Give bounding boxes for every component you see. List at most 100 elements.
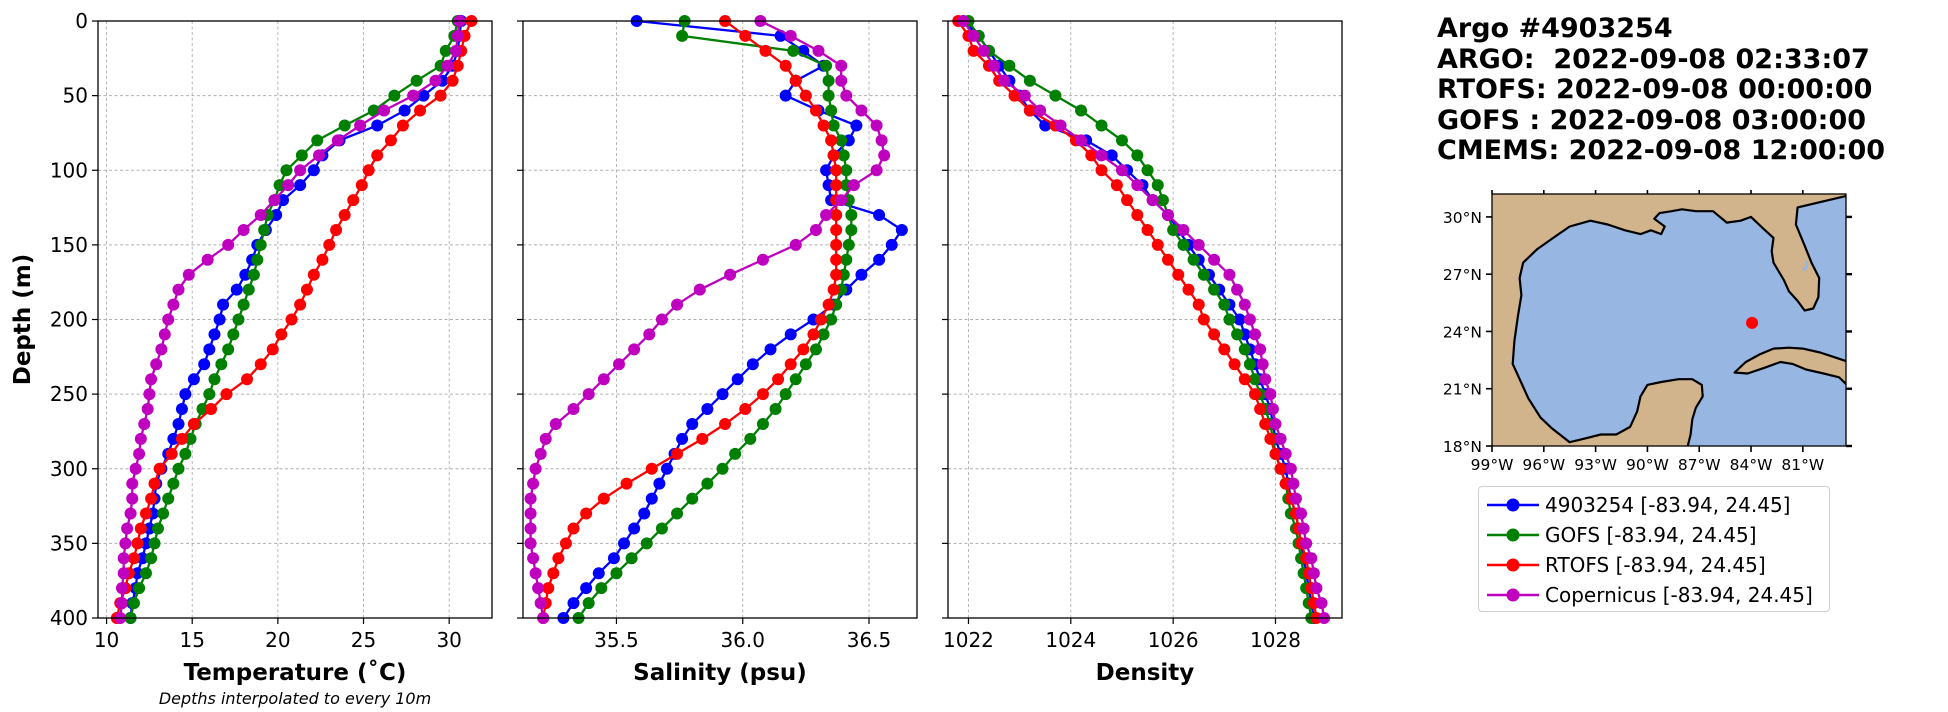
point-rtofs xyxy=(347,194,360,207)
point-copernicus xyxy=(1095,149,1108,162)
point-copernicus xyxy=(977,44,990,57)
point-rtofs xyxy=(739,403,752,416)
land-layer xyxy=(1492,194,1846,446)
point-copernicus xyxy=(1192,238,1205,251)
title-line-cmems-time: CMEMS: 2022-09-08 12:00:00 xyxy=(1437,135,1886,166)
point-gofs xyxy=(133,582,146,595)
point-copernicus xyxy=(527,552,540,565)
point-rtofs xyxy=(384,134,397,147)
point-gofs xyxy=(157,507,170,520)
point-copernicus xyxy=(1307,567,1320,580)
point-gofs xyxy=(716,462,729,475)
point-copernicus xyxy=(117,552,130,565)
point-argo xyxy=(731,373,744,386)
point-gofs xyxy=(789,373,802,386)
point-gofs xyxy=(1187,253,1200,266)
point-rtofs xyxy=(145,492,158,505)
point-rtofs xyxy=(1274,462,1287,475)
lake-okeechobee xyxy=(1801,260,1809,272)
point-copernicus xyxy=(1289,492,1302,505)
point-copernicus xyxy=(529,462,542,475)
point-gofs xyxy=(203,388,216,401)
map-lat-label: 18°N xyxy=(1443,438,1482,456)
point-gofs xyxy=(1131,149,1144,162)
point-rtofs xyxy=(645,462,658,475)
point-gofs xyxy=(439,44,452,57)
point-rtofs xyxy=(559,537,572,550)
point-gofs xyxy=(1197,268,1210,281)
point-rtofs xyxy=(1218,343,1231,356)
point-rtofs xyxy=(830,179,843,192)
point-gofs xyxy=(1049,89,1062,102)
legend-label-copernicus: Copernicus [-83.94, 24.45] xyxy=(1545,583,1813,607)
point-gofs xyxy=(273,179,286,192)
point-gofs xyxy=(247,268,260,281)
point-gofs xyxy=(1231,328,1244,341)
point-gofs xyxy=(338,119,351,132)
point-gofs xyxy=(127,597,140,610)
point-copernicus xyxy=(1297,522,1310,535)
point-copernicus xyxy=(870,119,883,132)
legend-label-gofs: GOFS [-83.94, 24.45] xyxy=(1545,523,1757,547)
point-copernicus xyxy=(1295,507,1308,520)
point-copernicus xyxy=(117,567,130,580)
point-copernicus xyxy=(549,417,562,430)
point-gofs xyxy=(835,134,848,147)
point-rtofs xyxy=(434,89,447,102)
point-copernicus xyxy=(133,447,146,460)
y-tick-label: 400 xyxy=(50,606,88,630)
point-copernicus xyxy=(1284,462,1297,475)
point-argo xyxy=(143,522,156,535)
point-argo xyxy=(645,492,658,505)
point-rtofs xyxy=(1259,417,1272,430)
point-copernicus xyxy=(1256,358,1269,371)
point-copernicus xyxy=(870,164,883,177)
point-copernicus xyxy=(222,238,235,251)
point-gofs xyxy=(1023,74,1036,87)
point-rtofs xyxy=(719,417,732,430)
point-rtofs xyxy=(362,164,375,177)
point-copernicus xyxy=(162,313,175,326)
point-gofs xyxy=(227,328,240,341)
point-gofs xyxy=(837,149,850,162)
point-copernicus xyxy=(671,298,684,311)
point-copernicus xyxy=(155,343,168,356)
point-gofs xyxy=(237,298,250,311)
point-argo xyxy=(417,89,430,102)
point-copernicus xyxy=(1238,298,1251,311)
x-tick-label: 20 xyxy=(265,628,290,652)
point-gofs xyxy=(701,477,714,490)
point-rtofs xyxy=(371,149,384,162)
legend-marker-rtofs xyxy=(1487,558,1539,572)
point-argo xyxy=(895,223,908,236)
point-rtofs xyxy=(131,537,144,550)
point-gofs xyxy=(1167,223,1180,236)
point-argo xyxy=(628,522,641,535)
point-gofs xyxy=(582,597,595,610)
point-rtofs xyxy=(1141,223,1154,236)
point-gofs xyxy=(840,253,853,266)
point-gofs xyxy=(845,223,858,236)
point-rtofs xyxy=(241,373,254,386)
point-gofs xyxy=(625,552,638,565)
map-lon-label: 96°W xyxy=(1522,456,1565,474)
point-gofs xyxy=(196,403,209,416)
x-tick-label: 36.0 xyxy=(720,628,765,652)
point-gofs xyxy=(251,253,264,266)
point-gofs xyxy=(167,477,180,490)
point-rtofs xyxy=(254,358,267,371)
point-argo xyxy=(1233,313,1246,326)
point-rtofs xyxy=(1023,104,1036,117)
point-gofs xyxy=(1249,373,1262,386)
map-lon-label: 93°W xyxy=(1574,456,1617,474)
point-rtofs xyxy=(165,447,178,460)
point-rtofs xyxy=(1085,149,1098,162)
point-rtofs xyxy=(1249,388,1262,401)
land-mainland xyxy=(1492,194,1846,446)
y-tick-label: 0 xyxy=(75,9,88,33)
point-rtofs xyxy=(355,179,368,192)
point-copernicus xyxy=(524,492,537,505)
point-copernicus xyxy=(1115,164,1128,177)
point-copernicus xyxy=(115,597,128,610)
point-copernicus xyxy=(835,59,848,72)
